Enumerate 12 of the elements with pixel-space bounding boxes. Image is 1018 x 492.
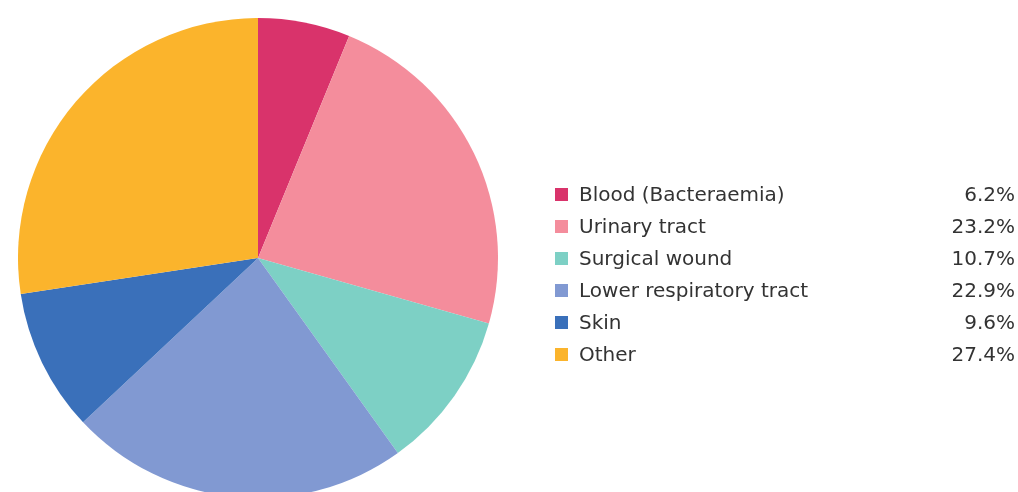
data-label: 10.7% <box>951 246 1015 270</box>
legend-label: Other <box>579 342 637 366</box>
data-label: 23.2% <box>951 214 1015 238</box>
data-label: 6.2% <box>964 182 1015 206</box>
legend-label: Surgical wound <box>579 246 734 270</box>
data-label: 27.4% <box>951 342 1015 366</box>
legend-label: Blood (Bacteraemia) <box>579 182 786 206</box>
legend-label: Skin <box>579 310 623 334</box>
legend-label: Lower respiratory tract <box>579 278 810 302</box>
legend-label: Urinary tract <box>579 214 707 238</box>
data-label: 9.6% <box>964 310 1015 334</box>
data-label: 22.9% <box>951 278 1015 302</box>
